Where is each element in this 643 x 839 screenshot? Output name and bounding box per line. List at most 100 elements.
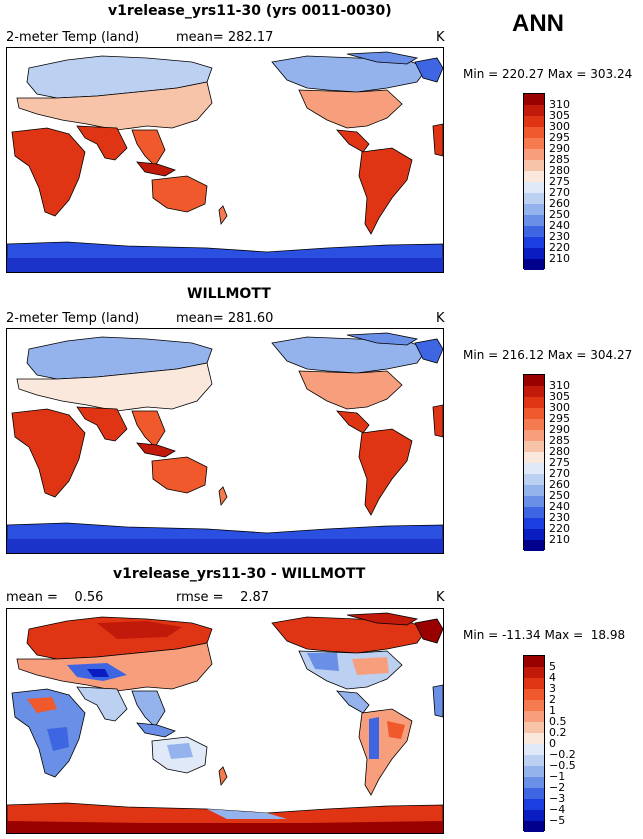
colorbar-tick-label: 210 <box>549 251 570 265</box>
colorbar-tick-label: 0 <box>549 736 556 750</box>
colorbar-tick-label: −0.5 <box>549 758 576 772</box>
colorbar-tick-label: 230 <box>549 229 570 243</box>
colorbar-segment <box>524 722 544 733</box>
panel-1-mean: mean= 282.17 <box>176 30 274 45</box>
colorbar-tick-label: 1 <box>549 703 556 717</box>
colorbar-segment <box>524 689 544 700</box>
colorbar-tick-label: 290 <box>549 141 570 155</box>
panel-1-units: K <box>436 30 445 45</box>
colorbar-tick-label: 295 <box>549 130 570 144</box>
north-america-mid <box>298 89 403 129</box>
colorbar-segment <box>524 138 544 149</box>
colorbar-tick-label: 310 <box>549 378 570 392</box>
colorbar-segment <box>524 810 544 821</box>
colorbar-tick-label: 290 <box>549 422 570 436</box>
colorbar-tick-label: 4 <box>549 670 556 684</box>
panel-2-units: K <box>436 311 445 326</box>
colorbar-segment <box>524 529 544 540</box>
panel-1-colorbar <box>523 93 545 270</box>
north-america-mid <box>298 370 403 410</box>
south-america <box>358 708 413 796</box>
colorbar-segment <box>524 485 544 496</box>
australia <box>151 175 208 213</box>
colorbar-tick-label: 240 <box>549 218 570 232</box>
colorbar-tick-label: 300 <box>549 400 570 414</box>
colorbar-segment <box>524 733 544 744</box>
panel-3-minmax: Min = -11.34 Max = 18.98 <box>463 628 626 642</box>
colorbar-segment <box>524 160 544 171</box>
colorbar-segment <box>524 204 544 215</box>
north-america-north <box>271 55 428 93</box>
colorbar-segment <box>524 799 544 810</box>
colorbar-segment <box>524 386 544 397</box>
colorbar-segment <box>524 226 544 237</box>
panel-2-mean: mean= 281.60 <box>176 311 274 326</box>
panel-1-minmax: Min = 220.27 Max = 303.24 <box>463 67 633 81</box>
colorbar-segment <box>524 766 544 777</box>
panel-3-units: K <box>436 590 445 605</box>
colorbar-tick-label: −3 <box>549 791 566 805</box>
colorbar-tick-label: 220 <box>549 240 570 254</box>
colorbar-segment <box>524 105 544 116</box>
colorbar-tick-label: 280 <box>549 444 570 458</box>
eurasia-mid <box>16 362 213 412</box>
colorbar-tick-label: 250 <box>549 207 570 221</box>
australia <box>151 456 208 494</box>
colorbar-segment <box>524 463 544 474</box>
colorbar-segment <box>524 171 544 182</box>
colorbar-tick-label: −5 <box>549 813 566 827</box>
colorbar-tick-label: 0.5 <box>549 714 567 728</box>
colorbar-tick-label: 280 <box>549 163 570 177</box>
colorbar-tick-label: 270 <box>549 466 570 480</box>
south-america <box>358 147 413 235</box>
panel-1-map-svg <box>7 51 443 272</box>
colorbar-segment <box>524 408 544 419</box>
colorbar-tick-label: 230 <box>549 510 570 524</box>
colorbar-segment <box>524 700 544 711</box>
colorbar-tick-label: 295 <box>549 411 570 425</box>
colorbar-segment <box>524 656 544 667</box>
colorbar-segment <box>524 182 544 193</box>
panel-2-map <box>6 328 444 554</box>
colorbar-tick-label: 260 <box>549 196 570 210</box>
colorbar-segment <box>524 788 544 799</box>
panel-2-colorbar <box>523 374 545 551</box>
colorbar-tick-label: 285 <box>549 152 570 166</box>
eurasia-mid <box>16 81 213 131</box>
colorbar-segment <box>524 419 544 430</box>
colorbar-tick-label: 5 <box>549 659 556 673</box>
colorbar-tick-label: 275 <box>549 174 570 188</box>
panel-3-title: v1release_yrs11-30 - WILLMOTT <box>113 566 366 582</box>
panel-2-variable: 2-meter Temp (land) <box>6 311 140 326</box>
colorbar-tick-label: 220 <box>549 521 570 535</box>
colorbar-segment <box>524 678 544 689</box>
colorbar-segment <box>524 397 544 408</box>
colorbar-segment <box>524 667 544 678</box>
colorbar-segment <box>524 507 544 518</box>
panel-3-mean: mean = 0.56 <box>6 590 104 605</box>
colorbar-segment <box>524 127 544 138</box>
colorbar-segment <box>524 430 544 441</box>
colorbar-segment <box>524 452 544 463</box>
colorbar-tick-label: 250 <box>549 488 570 502</box>
colorbar-tick-label: 310 <box>549 97 570 111</box>
colorbar-tick-label: −0.2 <box>549 747 576 761</box>
colorbar-tick-label: −4 <box>549 802 566 816</box>
colorbar-tick-label: −1 <box>549 769 566 783</box>
season-label: ANN <box>512 10 564 37</box>
colorbar-segment <box>524 744 544 755</box>
colorbar-segment <box>524 711 544 722</box>
panel-1-variable: 2-meter Temp (land) <box>6 30 140 45</box>
colorbar-segment <box>524 116 544 127</box>
colorbar-tick-label: 0.2 <box>549 725 567 739</box>
south-america <box>358 428 413 516</box>
colorbar-segment <box>524 441 544 452</box>
colorbar-tick-label: 260 <box>549 477 570 491</box>
panel-3-map-svg <box>7 612 443 833</box>
colorbar-segment <box>524 518 544 529</box>
colorbar-tick-label: 240 <box>549 499 570 513</box>
colorbar-tick-label: 305 <box>549 108 570 122</box>
colorbar-segment <box>524 237 544 248</box>
colorbar-segment <box>524 777 544 788</box>
colorbar-tick-label: 285 <box>549 433 570 447</box>
